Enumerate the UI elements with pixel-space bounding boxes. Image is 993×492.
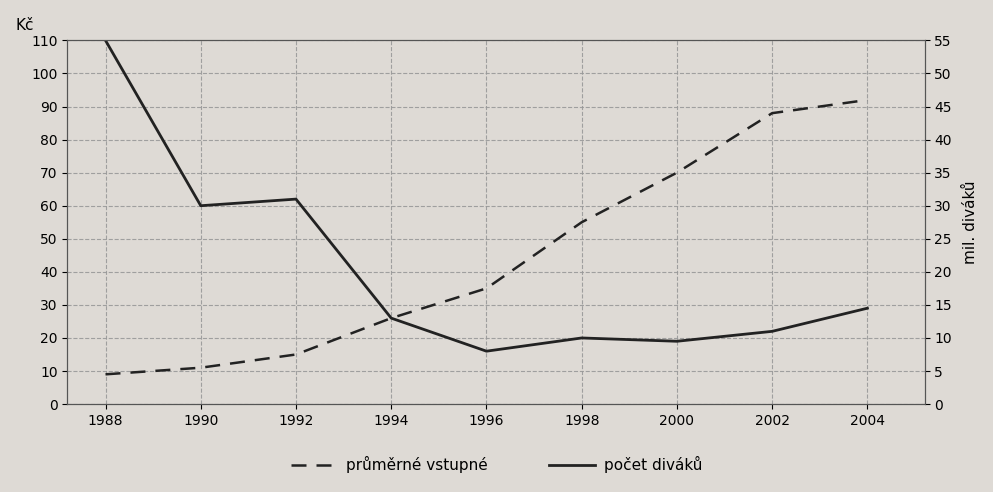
průměrné vstupné <box>385 315 397 321</box>
počet diváků <box>290 196 302 202</box>
Y-axis label: Kč: Kč <box>15 18 34 33</box>
průměrné vstupné <box>195 365 207 370</box>
počet diváků <box>385 315 397 321</box>
počet diváků <box>576 335 588 341</box>
Y-axis label: mil. diváků: mil. diváků <box>963 181 978 264</box>
průměrné vstupné <box>290 352 302 358</box>
průměrné vstupné <box>671 170 683 176</box>
počet diváků <box>862 305 874 311</box>
průměrné vstupné <box>576 219 588 225</box>
Line: počet diváků: počet diváků <box>105 40 868 351</box>
počet diváků <box>481 348 493 354</box>
počet diváků <box>195 203 207 209</box>
Legend: průměrné vstupné, počet diváků: průměrné vstupné, počet diváků <box>285 450 708 479</box>
průměrné vstupné <box>767 110 779 116</box>
průměrné vstupné <box>481 285 493 291</box>
počet diváků <box>767 328 779 334</box>
průměrné vstupné <box>862 97 874 103</box>
počet diváků <box>99 37 111 43</box>
průměrné vstupné <box>99 371 111 377</box>
počet diváků <box>671 338 683 344</box>
Line: průměrné vstupné: průměrné vstupné <box>105 100 868 374</box>
